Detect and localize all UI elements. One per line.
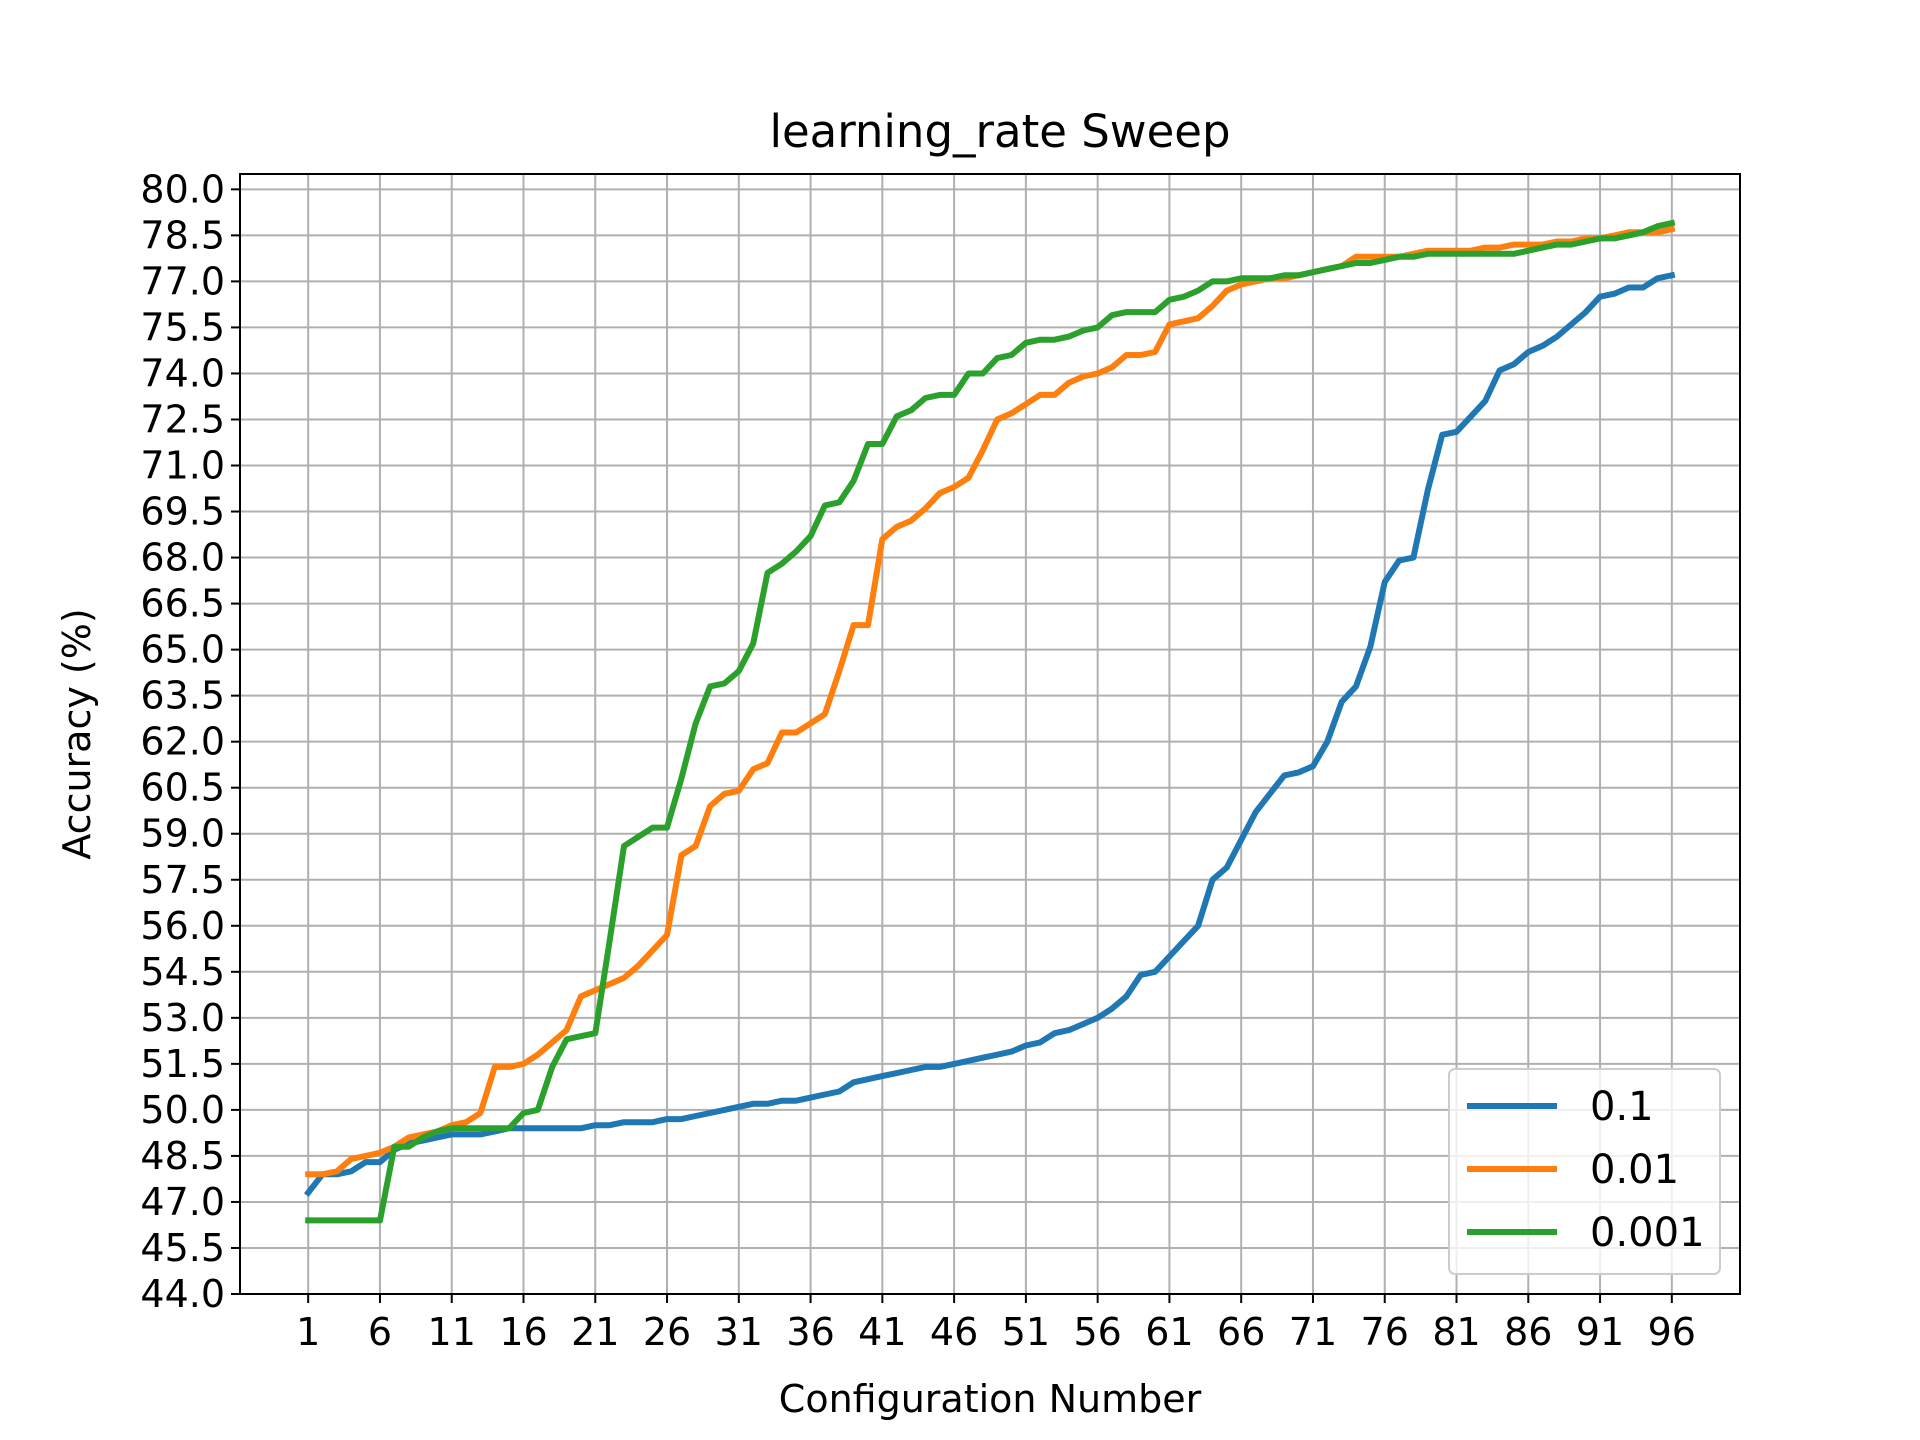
x-tick-label: 61	[1145, 1310, 1193, 1354]
y-tick-label: 62.0	[140, 720, 225, 764]
y-tick-label: 77.0	[140, 259, 225, 303]
y-tick-label: 50.0	[140, 1088, 225, 1132]
plot-series	[303, 219, 1676, 1224]
y-tick-label: 68.0	[140, 536, 225, 580]
y-tick-label: 59.0	[140, 812, 225, 856]
y-tick-label: 45.5	[140, 1226, 225, 1270]
y-tick-label: 69.5	[140, 490, 225, 534]
x-tick-label: 76	[1361, 1310, 1409, 1354]
legend-label-0.01: 0.01	[1590, 1147, 1679, 1193]
y-tick-label: 54.5	[140, 950, 225, 994]
y-tick-label: 74.0	[140, 351, 225, 395]
y-tick-label: 78.5	[140, 213, 225, 257]
legend-box	[1448, 1068, 1721, 1275]
chart-title: learning_rate Sweep	[769, 105, 1230, 158]
y-tick-label: 80.0	[140, 167, 225, 211]
y-tick-label: 53.0	[140, 996, 225, 1040]
y-tick-label: 60.5	[140, 766, 225, 810]
y-axis-ticks: 44.045.547.048.550.051.553.054.556.057.5…	[140, 167, 240, 1316]
x-tick-label: 91	[1576, 1310, 1624, 1354]
series-line-0.01	[305, 225, 1676, 1178]
x-tick-label: 21	[571, 1310, 619, 1354]
legend-label-0.001: 0.001	[1590, 1210, 1705, 1256]
x-tick-label: 26	[643, 1310, 691, 1354]
legend-label-0.1: 0.1	[1590, 1084, 1654, 1130]
y-tick-label: 65.0	[140, 628, 225, 672]
y-tick-label: 47.0	[140, 1180, 225, 1224]
y-tick-label: 56.0	[140, 904, 225, 948]
y-tick-label: 66.5	[140, 582, 225, 626]
x-tick-label: 66	[1217, 1310, 1265, 1354]
series-line-0.1	[303, 271, 1676, 1197]
y-tick-label: 75.5	[140, 305, 225, 349]
x-tick-label: 51	[1002, 1310, 1050, 1354]
legend: 0.1 0.01 0.001	[1448, 1068, 1721, 1275]
x-tick-label: 16	[499, 1310, 547, 1354]
y-tick-label: 71.0	[140, 444, 225, 488]
x-tick-label: 56	[1073, 1310, 1121, 1354]
x-tick-label: 86	[1504, 1310, 1552, 1354]
y-tick-label: 51.5	[140, 1042, 225, 1086]
x-axis-label: Configuration Number	[779, 1377, 1202, 1421]
x-tick-label: 31	[715, 1310, 763, 1354]
y-tick-label: 72.5	[140, 397, 225, 441]
x-tick-label: 1	[296, 1310, 320, 1354]
x-tick-label: 81	[1432, 1310, 1480, 1354]
y-tick-label: 63.5	[140, 674, 225, 718]
y-tick-label: 57.5	[140, 858, 225, 902]
series-line-0.001	[305, 219, 1676, 1224]
plot-frame	[239, 173, 1741, 1295]
x-tick-label: 6	[368, 1310, 392, 1354]
x-tick-label: 36	[786, 1310, 834, 1354]
x-tick-label: 46	[930, 1310, 978, 1354]
y-tick-label: 48.5	[140, 1134, 225, 1178]
x-axis-ticks: 1 6 11 16 21 26 31 36 41 46 51 56 61 66 71 76 81 86 91 96	[296, 1294, 1696, 1354]
x-tick-label: 96	[1648, 1310, 1696, 1354]
x-tick-label: 11	[428, 1310, 476, 1354]
y-axis-label: Accuracy (%)	[55, 608, 99, 859]
y-tick-label: 44.0	[140, 1272, 225, 1316]
x-tick-label: 71	[1289, 1310, 1337, 1354]
x-tick-label: 41	[858, 1310, 906, 1354]
